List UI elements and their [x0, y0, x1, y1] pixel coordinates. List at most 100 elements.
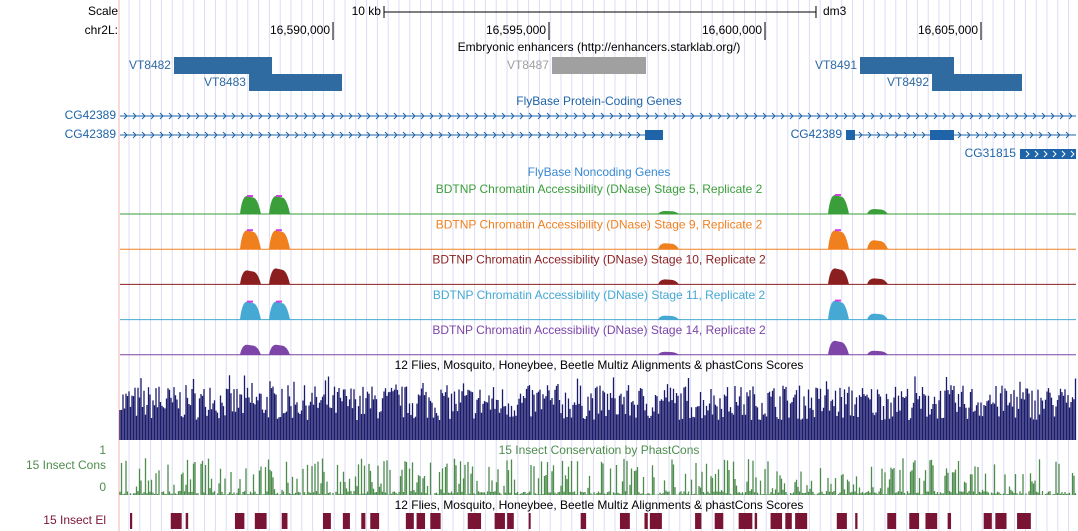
strand-arrow: [879, 112, 884, 120]
exon: [929, 130, 955, 140]
strand-arrow: [393, 131, 398, 139]
strand-arrow: [519, 131, 524, 139]
strand-arrow: [600, 112, 605, 120]
peak: [239, 301, 261, 320]
exon: [1019, 149, 1076, 159]
track-label: 15 Insect Cons: [26, 458, 106, 472]
strand-arrow: [411, 131, 416, 139]
strand-arrow: [609, 112, 614, 120]
strand-arrow: [402, 112, 407, 120]
peak-top: [835, 229, 842, 232]
strand-arrow: [834, 112, 839, 120]
strand-arrow: [726, 112, 731, 120]
strand-arrow: [312, 131, 317, 139]
element: [370, 513, 380, 529]
strand-arrow: [960, 112, 965, 120]
strand-arrow: [258, 112, 263, 120]
peak-top: [276, 229, 283, 232]
strand-arrow: [240, 112, 245, 120]
track-title: 12 Flies, Mosquito, Honeybee, Beetle Mul…: [395, 498, 804, 512]
strand-arrow: [510, 131, 515, 139]
element: [795, 513, 808, 529]
strand-arrow: [123, 131, 128, 139]
element: [695, 513, 702, 529]
strand-arrow: [780, 112, 785, 120]
strand-arrow: [876, 131, 881, 139]
track-title: 15 Insect Conservation by PhastCons: [499, 443, 700, 457]
strand-arrow: [1059, 112, 1064, 120]
x-tick-label: 16,590,000: [270, 23, 330, 37]
strand-arrow: [636, 131, 641, 139]
strand-arrow: [1014, 112, 1019, 120]
strand-arrow: [141, 131, 146, 139]
strand-arrow: [600, 131, 605, 139]
strand-arrow: [762, 112, 767, 120]
strand-arrow: [483, 112, 488, 120]
strand-arrow: [150, 112, 155, 120]
strand-arrow: [546, 131, 551, 139]
strand-arrow: [474, 131, 479, 139]
strand-arrow: [942, 112, 947, 120]
strand-arrow: [312, 112, 317, 120]
element: [467, 513, 482, 529]
peak-top: [246, 229, 253, 232]
enhancer-label: VT8482: [129, 58, 171, 72]
peak: [239, 270, 261, 285]
peak: [239, 196, 261, 214]
strand-arrow: [447, 112, 452, 120]
peak: [269, 196, 291, 214]
peak: [828, 268, 850, 285]
strand-arrow: [957, 131, 962, 139]
strand-arrow: [807, 112, 812, 120]
x-tick-label: 16,605,000: [918, 23, 978, 37]
enhancer: [860, 57, 955, 74]
strand-arrow: [501, 131, 506, 139]
strand-arrow: [321, 112, 326, 120]
strand-arrow: [1050, 112, 1055, 120]
strand-arrow: [438, 131, 443, 139]
strand-arrow: [429, 131, 434, 139]
strand-arrow: [447, 131, 452, 139]
strand-arrow: [906, 112, 911, 120]
strand-arrow: [1020, 131, 1025, 139]
strand-arrow: [186, 131, 191, 139]
x-tick-label: 16,600,000: [702, 23, 762, 37]
strand-arrow: [186, 112, 191, 120]
strand-arrow: [168, 131, 173, 139]
strand-arrow: [1029, 131, 1034, 139]
strand-arrow: [573, 131, 578, 139]
strand-arrow: [321, 131, 326, 139]
element: [754, 513, 758, 529]
strand-arrow: [537, 131, 542, 139]
strand-arrow: [357, 112, 362, 120]
strand-arrow: [564, 112, 569, 120]
strand-arrow: [132, 131, 137, 139]
strand-arrow: [690, 112, 695, 120]
x-tick-label: 16,595,000: [486, 23, 546, 37]
track-title: FlyBase Protein-Coding Genes: [516, 94, 681, 108]
strand-arrow: [912, 131, 917, 139]
peak: [269, 230, 291, 250]
element: [855, 513, 858, 529]
strand-arrow: [366, 112, 371, 120]
element: [170, 513, 182, 529]
strand-arrow: [969, 112, 974, 120]
element: [644, 513, 648, 529]
strand-arrow: [267, 131, 272, 139]
strand-arrow: [1065, 131, 1070, 139]
strand-arrow: [267, 112, 272, 120]
strand-arrow: [204, 131, 209, 139]
strand-arrow: [528, 131, 533, 139]
strand-arrow: [141, 112, 146, 120]
enhancer: [173, 57, 273, 74]
element: [580, 513, 587, 529]
y-tick-label: 0: [99, 480, 106, 494]
enhancer-label: VT8483: [204, 75, 246, 89]
strand-arrow: [870, 112, 875, 120]
gene-label: CG42389: [65, 108, 117, 122]
element: [185, 513, 189, 529]
strand-arrow: [636, 112, 641, 120]
strand-arrow: [348, 112, 353, 120]
strand-arrow: [294, 131, 299, 139]
peak-top: [276, 300, 283, 303]
